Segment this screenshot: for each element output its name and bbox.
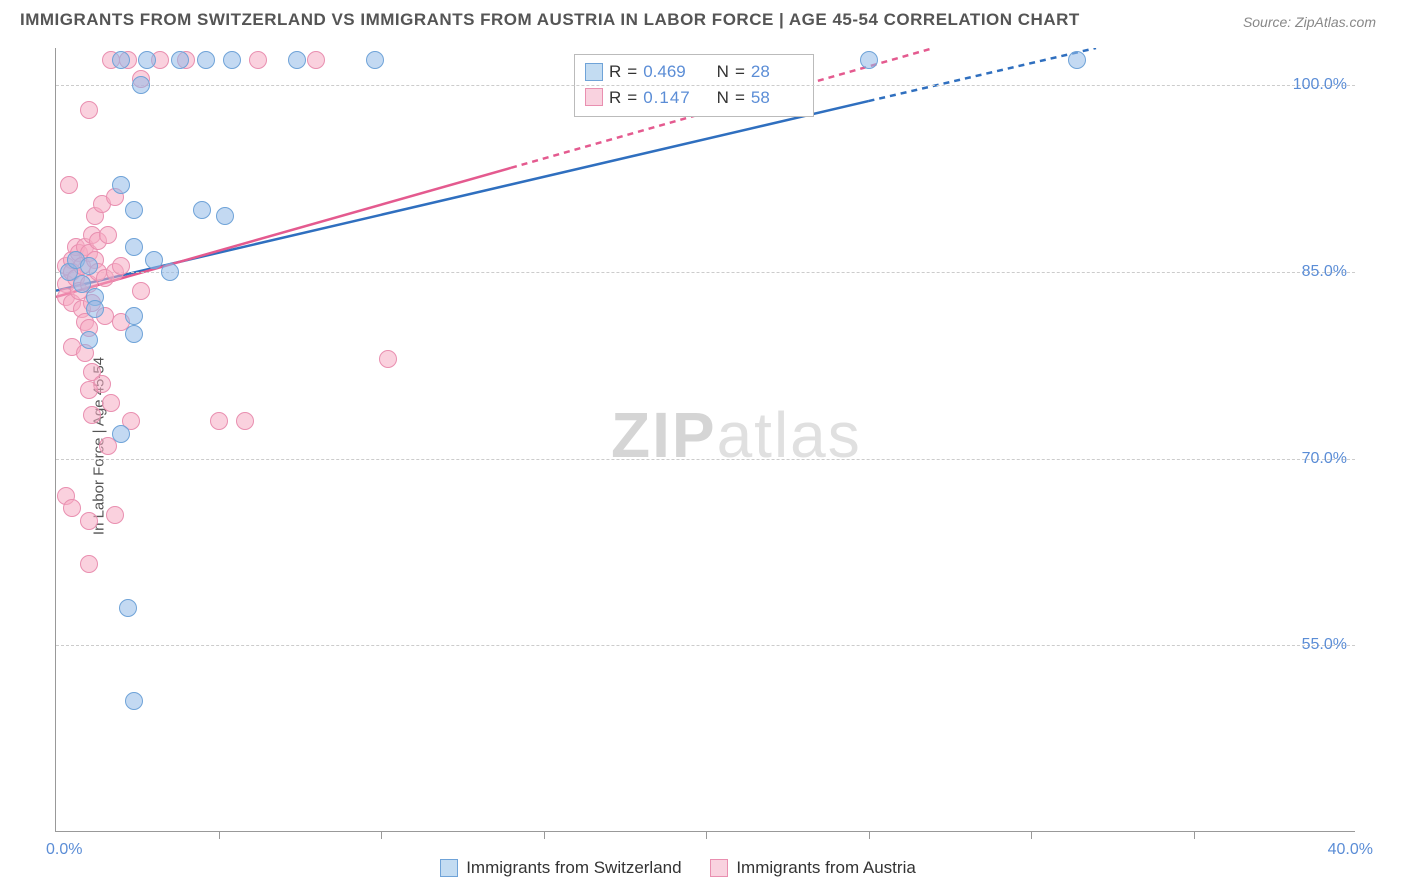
x-tick xyxy=(1031,831,1032,839)
gridline xyxy=(56,645,1355,646)
data-point xyxy=(236,412,254,430)
data-point xyxy=(210,412,228,430)
data-point xyxy=(80,512,98,530)
x-axis-min-label: 0.0% xyxy=(46,841,82,859)
y-tick-label: 70.0% xyxy=(1302,450,1347,468)
legend-r-label2: R xyxy=(609,85,621,111)
legend-row-austria: R = 0.147 N = 58 xyxy=(585,85,803,111)
swatch-icon xyxy=(440,859,458,877)
data-point xyxy=(193,201,211,219)
data-point xyxy=(125,325,143,343)
swatch-austria xyxy=(585,88,603,106)
chart-plot-area: ZIPatlas R = 0.469 N = 28 R = 0.147 N = … xyxy=(55,48,1355,832)
data-point xyxy=(132,282,150,300)
gridline xyxy=(56,272,1355,273)
data-point xyxy=(119,599,137,617)
chart-title: IMMIGRANTS FROM SWITZERLAND VS IMMIGRANT… xyxy=(20,10,1080,30)
legend-row-switzerland: R = 0.469 N = 28 xyxy=(585,59,803,85)
x-tick xyxy=(869,831,870,839)
data-point xyxy=(80,101,98,119)
x-tick xyxy=(544,831,545,839)
data-point xyxy=(125,238,143,256)
source-attribution: Source: ZipAtlas.com xyxy=(1243,14,1376,30)
data-point xyxy=(379,350,397,368)
data-point xyxy=(125,307,143,325)
legend-eq: = xyxy=(627,59,637,85)
bottom-legend-label-1: Immigrants from Austria xyxy=(736,858,916,878)
data-point xyxy=(197,51,215,69)
watermark: ZIPatlas xyxy=(611,398,862,472)
swatch-switzerland xyxy=(585,63,603,81)
y-tick-label: 55.0% xyxy=(1302,636,1347,654)
bottom-legend-item-1: Immigrants from Austria xyxy=(710,858,916,878)
data-point xyxy=(860,51,878,69)
data-point xyxy=(112,51,130,69)
data-point xyxy=(249,51,267,69)
data-point xyxy=(80,381,98,399)
data-point xyxy=(161,263,179,281)
data-point xyxy=(1068,51,1086,69)
y-tick-label: 100.0% xyxy=(1293,76,1347,94)
data-point xyxy=(366,51,384,69)
legend-n-value-0: 28 xyxy=(751,59,803,85)
data-point xyxy=(223,51,241,69)
legend-n-value-1: 58 xyxy=(751,85,803,111)
x-tick xyxy=(219,831,220,839)
data-point xyxy=(307,51,325,69)
data-point xyxy=(83,406,101,424)
gridline xyxy=(56,85,1355,86)
data-point xyxy=(102,394,120,412)
data-point xyxy=(86,300,104,318)
x-tick xyxy=(1194,831,1195,839)
data-point xyxy=(125,201,143,219)
data-point xyxy=(112,425,130,443)
y-tick-label: 85.0% xyxy=(1302,263,1347,281)
data-point xyxy=(138,51,156,69)
data-point xyxy=(288,51,306,69)
legend-r-value-0: 0.469 xyxy=(643,59,695,85)
data-point xyxy=(112,257,130,275)
legend-r-value-1: 0.147 xyxy=(643,85,695,111)
x-tick xyxy=(706,831,707,839)
swatch-icon xyxy=(710,859,728,877)
legend-r-label: R xyxy=(609,59,621,85)
data-point xyxy=(80,555,98,573)
x-axis-max-label: 40.0% xyxy=(1328,841,1373,859)
data-point xyxy=(60,176,78,194)
gridline xyxy=(56,459,1355,460)
legend-n-label: N xyxy=(717,59,729,85)
data-point xyxy=(80,257,98,275)
data-point xyxy=(112,176,130,194)
legend-eq3: = xyxy=(627,85,637,111)
legend-n-label2: N xyxy=(717,85,729,111)
data-point xyxy=(63,499,81,517)
trend-lines xyxy=(56,48,1356,832)
data-point xyxy=(216,207,234,225)
bottom-legend: Immigrants from Switzerland Immigrants f… xyxy=(0,858,1356,882)
legend-eq2: = xyxy=(735,59,745,85)
data-point xyxy=(80,331,98,349)
data-point xyxy=(106,506,124,524)
data-point xyxy=(171,51,189,69)
data-point xyxy=(132,76,150,94)
bottom-legend-item-0: Immigrants from Switzerland xyxy=(440,858,681,878)
x-tick xyxy=(381,831,382,839)
legend-eq4: = xyxy=(735,85,745,111)
data-point xyxy=(99,226,117,244)
data-point xyxy=(125,692,143,710)
data-point xyxy=(145,251,163,269)
bottom-legend-label-0: Immigrants from Switzerland xyxy=(466,858,681,878)
